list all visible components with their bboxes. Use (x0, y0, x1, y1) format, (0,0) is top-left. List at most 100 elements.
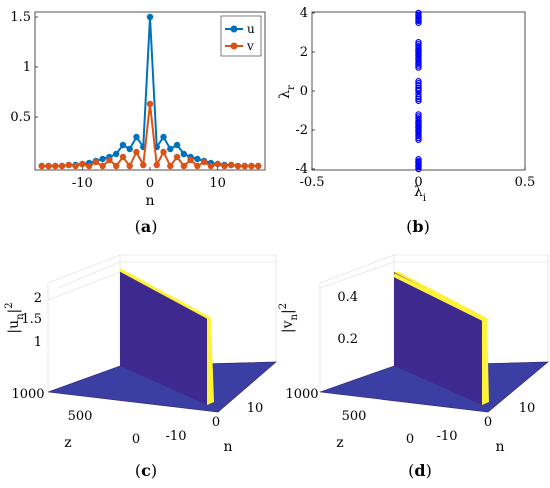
data-point-v (248, 162, 255, 170)
panel-c-ntick: -10 (166, 429, 187, 444)
panel-c-ztick: 0 (132, 432, 140, 447)
panel-d-vticks: 0.2 0.4 (337, 290, 358, 347)
panel-a-legend: u v (220, 15, 262, 57)
panel-d-ntick: 10 (519, 401, 536, 416)
legend-v-marker (230, 42, 238, 50)
panel-b-ytick-label: 2 (300, 45, 308, 60)
panel-b-ytick-label: -2 (295, 123, 308, 138)
data-point-v (207, 162, 215, 170)
data-point-v (52, 162, 59, 170)
panel-a-label: (a) (135, 217, 158, 236)
eigenvalue-point (415, 165, 422, 173)
panel-a-xtick-label: 10 (209, 176, 226, 191)
eigenvalue-point (415, 62, 422, 69)
data-point-v (79, 160, 86, 168)
data-point-v (167, 162, 174, 170)
eigenvalue-point (415, 9, 422, 17)
data-point-v (173, 153, 181, 161)
eigenvalue-point (415, 119, 422, 127)
eigenvalue-point (415, 79, 422, 87)
data-point-v (214, 160, 221, 168)
data-point-u (119, 141, 127, 149)
data-point-v (153, 161, 160, 169)
panel-d-ntick: 0 (484, 415, 492, 430)
panel-b: -0.5 0 0.5 -4 -2 0 2 4 λi λr (b) (277, 6, 535, 236)
data-point-u (173, 141, 181, 149)
panel-c-ntick: 10 (247, 401, 264, 416)
panel-d-ntick: -10 (437, 429, 458, 444)
panel-d-ylabel: z (336, 435, 343, 451)
eigenvalue-point (415, 90, 422, 98)
data-point-v (160, 148, 167, 156)
data-point-v (45, 162, 52, 170)
panel-d-surface-floor (319, 361, 549, 413)
eigenvalue-point (415, 44, 422, 52)
data-point-u (160, 133, 167, 141)
eigenvalue-point (415, 12, 422, 20)
panel-a-xtick-label: -10 (72, 176, 93, 191)
eigenvalue-point (415, 58, 422, 65)
eigenvalue-point (415, 117, 422, 124)
data-point-v (99, 162, 106, 170)
panel-b-points (415, 9, 422, 173)
panel-c-ztick: 500 (68, 409, 93, 424)
panel-b-ytick-label: -4 (295, 162, 308, 177)
data-point-v (106, 156, 113, 164)
panel-c-zlabel: |un|2 (4, 302, 26, 333)
eigenvalue-point (415, 111, 422, 118)
panel-d-ztick: 0 (406, 432, 414, 447)
panel-d: 0.2 0.4 1000 500 0 -10 0 10 n z |vn|2 (d… (278, 254, 549, 480)
legend-u-label: u (247, 22, 255, 36)
eigenvalue-point (415, 55, 422, 63)
panel-d-ridge-right-face (482, 318, 489, 405)
panel-c-label: (c) (135, 461, 157, 480)
data-point-v (119, 153, 127, 161)
data-point-v (221, 162, 228, 170)
legend-box (220, 15, 262, 57)
eigenvalue-point (415, 93, 422, 101)
eigenvalue-point (415, 19, 422, 26)
data-point-v (200, 158, 208, 166)
eigenvalue-point (415, 156, 422, 163)
panel-c-ridge-crest (119, 268, 210, 320)
eigenvalue-point (415, 134, 422, 141)
data-point-v (92, 158, 100, 166)
eigenvalue-point (415, 51, 422, 59)
panel-b-xtick-label: 0.5 (515, 175, 536, 190)
data-point-v (194, 162, 201, 170)
panel-c-xlabel: n (223, 439, 232, 455)
panel-c-ntick: 0 (212, 415, 220, 430)
eigenvalue-point (415, 86, 422, 94)
data-point-v (133, 148, 140, 156)
legend-u-marker (230, 25, 238, 33)
eigenvalue-point (415, 78, 422, 85)
data-point-v (126, 162, 133, 170)
data-point-v (255, 162, 262, 170)
data-point-u (146, 13, 154, 21)
eigenvalue-point (415, 123, 422, 131)
eigenvalue-point (415, 64, 422, 71)
data-point-v (187, 156, 194, 164)
panel-d-ridge-top (394, 272, 487, 318)
panel-c-ylabel: z (64, 435, 71, 451)
data-point-v (180, 162, 188, 170)
panel-c-vtick: 1 (34, 335, 42, 350)
eigenvalue-point (415, 130, 422, 138)
panel-b-label: (b) (406, 217, 430, 236)
panel-d-xlabel: n (495, 439, 504, 455)
eigenvalue-point (415, 16, 422, 24)
panel-b-xtick-label: -0.5 (299, 175, 324, 190)
panel-c-vtick: 1.5 (21, 312, 42, 327)
panel-a-ytick-label: 0.5 (10, 110, 31, 125)
panel-d-vtick: 0.2 (337, 332, 358, 347)
data-point-v (241, 162, 248, 170)
panel-b-ticks: -0.5 0 0.5 -4 -2 0 2 4 (295, 6, 535, 190)
data-point-u (99, 155, 106, 163)
panel-d-label: (d) (408, 461, 432, 480)
data-point-u (133, 133, 140, 141)
eigenvalue-point (415, 158, 422, 166)
data-point-v (227, 161, 235, 169)
panel-c-zticks: 1000 500 0 (11, 387, 140, 447)
panel-d-zticks: 1000 500 0 (285, 387, 414, 447)
data-point-v (140, 161, 147, 169)
